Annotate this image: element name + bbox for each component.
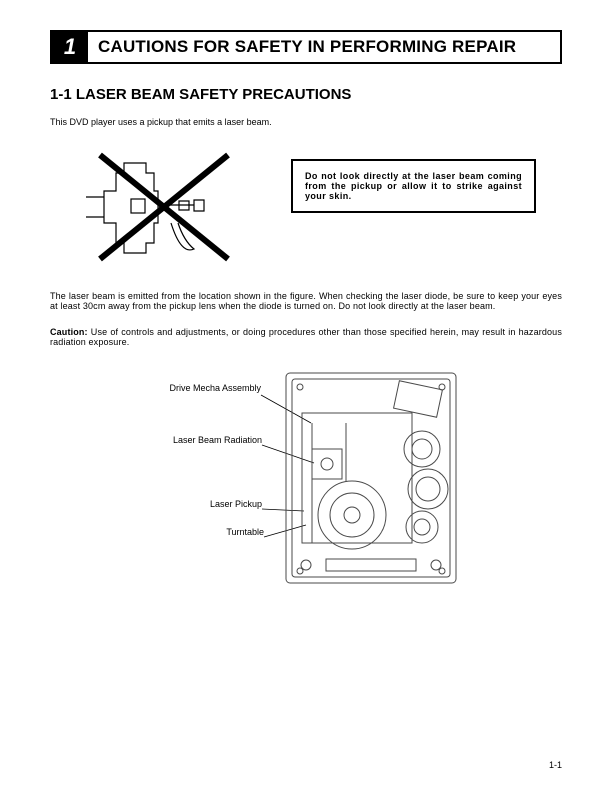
warning-box: Do not look directly at the laser beam c… [291, 159, 536, 213]
figure-and-warning-row: Do not look directly at the laser beam c… [70, 145, 542, 265]
diagram-label: Turntable [136, 527, 264, 537]
diagram-label: Drive Mecha Assembly [136, 383, 261, 393]
caution-label: Caution: [50, 327, 88, 337]
diagram-label: Laser Pickup [136, 499, 262, 509]
chapter-number-box: 1 [52, 32, 88, 62]
intro-text: This DVD player uses a pickup that emits… [50, 117, 562, 127]
crossed-pickup-diagram [76, 145, 241, 265]
mech-diagram-svg [136, 363, 476, 593]
caution-paragraph: Caution: Use of controls and adjustments… [50, 327, 562, 347]
diagram-label: Laser Beam Radiation [136, 435, 262, 445]
emission-paragraph: The laser beam is emitted from the locat… [50, 291, 562, 311]
mech-diagram: Drive Mecha Assembly Laser Beam Radiation… [136, 363, 476, 593]
mech-diagram-wrapper: Drive Mecha Assembly Laser Beam Radiation… [50, 363, 562, 593]
chapter-number: 1 [64, 34, 76, 60]
section-title: 1-1 LASER BEAM SAFETY PRECAUTIONS [50, 86, 562, 103]
page-number: 1-1 [549, 760, 562, 770]
chapter-title: CAUTIONS FOR SAFETY IN PERFORMING REPAIR [88, 32, 560, 62]
chapter-header: 1 CAUTIONS FOR SAFETY IN PERFORMING REPA… [50, 30, 562, 64]
caution-text: Use of controls and adjustments, or doin… [50, 327, 562, 347]
